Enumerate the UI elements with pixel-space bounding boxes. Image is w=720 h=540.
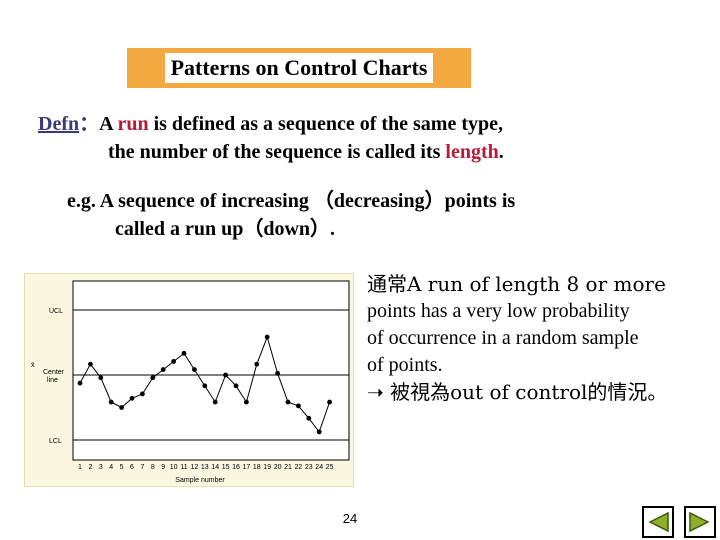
right-arrow-icon: ➝ <box>367 380 384 404</box>
x-tick-label-16: 16 <box>232 464 240 471</box>
example-line-2: called a run up（down）. <box>115 218 336 240</box>
data-point-11 <box>181 350 187 356</box>
lcl-label: LCL <box>49 438 62 445</box>
page-title: Patterns on Control Charts <box>164 53 434 83</box>
defn-line2-a: the number of the sequence is called its <box>108 141 446 163</box>
defn-label: Defn <box>38 113 80 135</box>
note-line-5: ➝ 被視為out of control的情況。 <box>367 379 712 406</box>
plot-frame <box>72 280 350 461</box>
x-tick-label-18: 18 <box>253 464 261 471</box>
data-point-6 <box>129 395 135 401</box>
x-tick-label-11: 11 <box>180 464 187 471</box>
ucl-label: UCL <box>49 308 63 315</box>
x-tick-label-17: 17 <box>243 464 251 471</box>
data-point-8 <box>150 375 156 381</box>
x-tick-label-12: 12 <box>191 464 199 471</box>
data-point-24 <box>316 429 322 435</box>
data-point-20 <box>275 370 280 376</box>
data-point-18 <box>254 361 260 367</box>
x-tick-label-7: 7 <box>140 464 144 471</box>
data-point-15 <box>223 372 229 378</box>
x-axis-label: Sample number <box>175 477 225 484</box>
data-point-19 <box>264 334 270 340</box>
triangle-left-icon <box>648 511 669 533</box>
center-label-line-2: line <box>47 377 58 384</box>
triangle-right-icon <box>689 511 710 533</box>
x-tick-label-3: 3 <box>99 464 103 471</box>
data-point-16 <box>233 383 239 389</box>
previous-slide-button[interactable] <box>642 506 674 538</box>
example-line-1: e.g. A sequence of increasing （decreasin… <box>67 190 516 212</box>
data-point-21 <box>285 399 291 405</box>
x-tick-label-9: 9 <box>161 464 165 471</box>
data-point-17 <box>244 399 249 405</box>
side-note: 通常A run of length 8 or more points has a… <box>367 271 712 406</box>
data-point-10 <box>171 359 177 364</box>
note-line-2: points has a very low probability <box>367 300 630 322</box>
data-point-23 <box>306 415 312 421</box>
next-slide-button[interactable] <box>684 506 716 538</box>
data-point-14 <box>212 399 218 405</box>
x-tick-label-19: 19 <box>263 464 271 471</box>
definition-line-1: Defn：A run is defined as a sequence of t… <box>38 110 698 138</box>
x-tick-label-14: 14 <box>211 464 219 471</box>
data-point-25 <box>327 399 332 405</box>
x-tick-label-2: 2 <box>88 464 92 471</box>
data-point-1 <box>77 380 83 386</box>
definition-line-2: the number of the sequence is called its… <box>108 138 504 166</box>
xbar-symbol: x̄ <box>31 362 35 369</box>
defn-text-b: is defined as a sequence of the same typ… <box>148 113 504 135</box>
defn-length-term: length <box>445 141 499 163</box>
x-tick-label-13: 13 <box>201 464 209 471</box>
x-tick-label-20: 20 <box>274 464 282 471</box>
center-label-line-1: Center <box>43 369 65 376</box>
data-point-12 <box>192 367 197 372</box>
control-chart: UCL Center line x̄ LCL 1 2 3 4 5 6 7 8 9 10 11 12 13 14 15 1… <box>24 273 354 487</box>
x-tick-label-10: 10 <box>170 464 178 471</box>
x-tick-label-1: 1 <box>78 464 82 471</box>
note-line-3: of occurrence in a random sample <box>367 327 639 349</box>
x-tick-label-24: 24 <box>315 464 323 471</box>
page-number: 24 <box>342 511 358 526</box>
x-tick-label-22: 22 <box>295 464 303 471</box>
data-point-22 <box>296 403 301 409</box>
note-line-4: of points. <box>367 354 443 376</box>
title-banner: Patterns on Control Charts <box>127 48 471 88</box>
data-point-9 <box>160 367 166 372</box>
x-tick-label-6: 6 <box>130 464 134 471</box>
data-point-5 <box>119 405 124 410</box>
x-tick-label-23: 23 <box>305 464 313 471</box>
defn-text-a: A <box>99 113 118 135</box>
data-point-2 <box>88 361 93 367</box>
note-line-5-text: 被視為out of control的情況。 <box>383 380 668 404</box>
x-tick-label-5: 5 <box>120 464 124 471</box>
x-tick-label-15: 15 <box>222 464 230 471</box>
defn-colon: ： <box>79 113 100 135</box>
note-line-1: 通常A run of length 8 or more <box>367 272 666 296</box>
data-point-4 <box>108 399 114 405</box>
x-tick-label-25: 25 <box>326 464 334 471</box>
data-point-7 <box>140 391 145 397</box>
x-tick-label-8: 8 <box>151 464 155 471</box>
defn-line2-b: . <box>498 141 504 163</box>
x-tick-label-4: 4 <box>109 464 113 471</box>
data-point-3 <box>98 375 104 381</box>
data-point-13 <box>202 383 208 389</box>
defn-run-term: run <box>117 113 149 135</box>
x-tick-label-21: 21 <box>284 464 292 471</box>
